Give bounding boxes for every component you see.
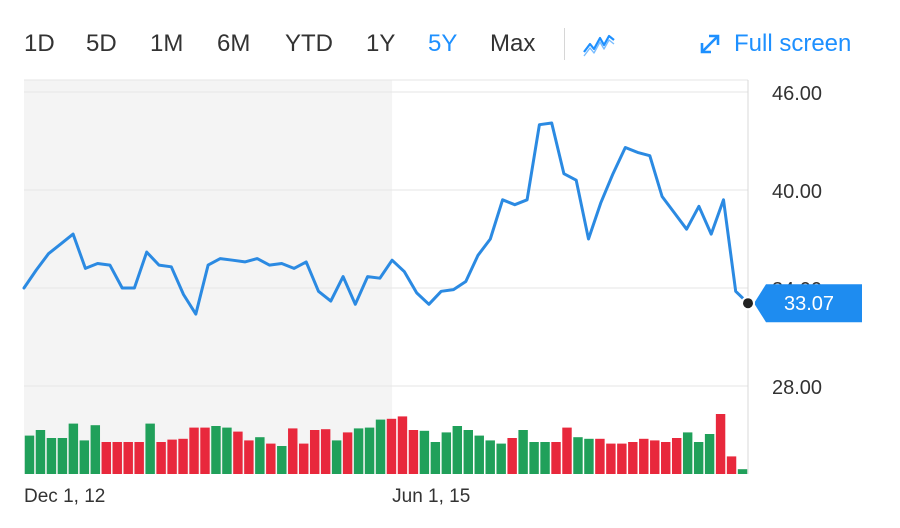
y-tick-label: 46.00 — [772, 83, 822, 105]
volume-bar — [167, 439, 177, 474]
volume-bar — [650, 440, 660, 474]
volume-bar — [68, 423, 79, 474]
shaded-period-region — [24, 80, 393, 474]
x-tick-label: Dec 1, 12 — [24, 486, 105, 507]
range-toolbar: 1D 5D 1M 6M YTD 1Y 5Y Max Full screen — [0, 26, 900, 62]
range-5y-button[interactable]: 5Y — [428, 30, 458, 57]
current-value-label: 33.07 — [784, 293, 834, 315]
volume-bar — [441, 432, 452, 474]
volume-bar — [518, 430, 528, 474]
range-max-button[interactable]: Max — [490, 30, 536, 57]
volume-bar — [617, 443, 627, 474]
current-value-badge — [754, 284, 862, 323]
volume-bar — [156, 442, 166, 474]
line-chart-icon — [583, 34, 615, 57]
volume-bar — [364, 427, 375, 474]
volume-bar — [628, 442, 638, 474]
volume-bar — [671, 438, 682, 474]
toolbar-divider — [564, 28, 565, 60]
volume-bar — [463, 430, 473, 474]
volume-bar — [551, 442, 561, 474]
chart-type-button[interactable] — [582, 30, 616, 58]
expand-arrows-icon — [700, 34, 720, 54]
volume-bar — [562, 427, 572, 474]
volume-bar — [35, 430, 46, 474]
volume-bar — [430, 442, 441, 474]
volume-bar — [46, 438, 57, 474]
current-value-dot — [741, 296, 755, 311]
x-tick-label: Jun 1, 15 — [392, 486, 470, 507]
volume-bar — [386, 418, 397, 474]
volume-bar — [178, 438, 188, 474]
volume-bar — [375, 419, 386, 474]
volume-bar — [661, 442, 671, 474]
volume-bar — [693, 442, 704, 474]
volume-bar — [90, 425, 101, 474]
volume-bar — [101, 442, 111, 474]
volume-bar — [408, 430, 419, 474]
volume-bar — [134, 442, 144, 474]
volume-bar — [715, 414, 726, 474]
volume-bar — [24, 435, 35, 474]
volume-bar — [255, 437, 265, 474]
y-tick-label: 28.00 — [772, 377, 822, 399]
range-1d-button[interactable]: 1D — [24, 30, 55, 57]
volume-bar — [540, 442, 550, 474]
volume-bar — [320, 429, 331, 474]
volume-bar — [277, 446, 287, 474]
volume-bar — [288, 428, 298, 474]
volume-bar — [79, 440, 90, 474]
volume-bar — [342, 432, 353, 474]
volume-bar — [123, 442, 133, 474]
y-tick-label: 40.00 — [772, 181, 822, 203]
volume-bar — [737, 469, 748, 474]
range-1m-button[interactable]: 1M — [150, 30, 184, 57]
volume-bar — [584, 438, 594, 474]
volume-bar — [112, 442, 122, 474]
volume-bar — [266, 443, 276, 474]
range-5d-button[interactable]: 5D — [86, 30, 117, 57]
volume-bar — [452, 426, 463, 474]
volume-bar — [682, 432, 693, 474]
volume-bar — [233, 431, 243, 474]
volume-bar — [496, 443, 506, 474]
volume-bar — [353, 428, 364, 474]
volume-bar — [397, 416, 408, 474]
fullscreen-label: Full screen — [734, 30, 852, 57]
volume-bar — [145, 423, 155, 474]
volume-bar — [485, 440, 495, 474]
volume-bar — [606, 443, 616, 474]
volume-bar — [419, 430, 430, 474]
range-1y-button[interactable]: 1Y — [366, 30, 396, 57]
volume-bar — [529, 442, 539, 474]
range-ytd-button[interactable]: YTD — [285, 30, 333, 57]
volume-bar — [211, 426, 221, 474]
range-6m-button[interactable]: 6M — [217, 30, 251, 57]
volume-bar — [474, 435, 484, 474]
volume-bar — [726, 456, 737, 474]
volume-bar — [309, 430, 320, 474]
volume-bar — [189, 427, 199, 474]
volume-bar — [507, 438, 517, 474]
volume-bar — [299, 443, 309, 474]
volume-bar — [200, 427, 210, 474]
volume-bar — [639, 438, 649, 474]
volume-bar — [222, 427, 232, 474]
volume-bar — [57, 438, 68, 474]
volume-bar — [595, 438, 605, 474]
volume-bar — [244, 440, 254, 474]
volume-bar — [331, 440, 342, 474]
volume-bar — [704, 434, 715, 474]
volume-bar — [573, 437, 583, 474]
price-line — [22, 121, 750, 316]
